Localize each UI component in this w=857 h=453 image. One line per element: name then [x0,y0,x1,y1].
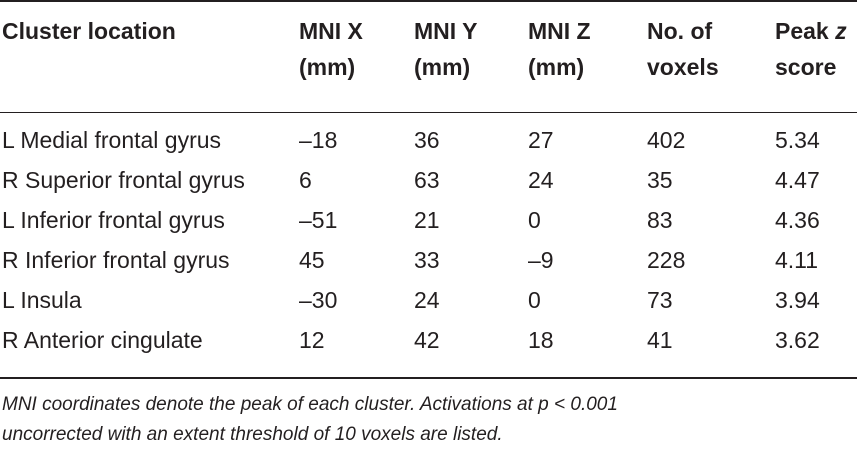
cell-voxel-count: 41 [647,327,673,353]
cell-mni-x: –18 [299,127,338,153]
cell-peak-z: 3.94 [775,287,820,313]
header-label-line2: voxels [647,54,719,80]
cell-mni-z: 24 [528,167,554,193]
footnote-line-2: uncorrected with an extent threshold of … [2,424,503,445]
cell-peak-z: 5.34 [775,127,820,153]
cell-mni-z: 18 [528,327,554,353]
cell-mni-x: 45 [299,247,325,273]
table-bottom-rule [0,377,857,379]
cell-cluster-location: R Anterior cingulate [2,327,203,353]
table-footnote: MNI coordinates denote the peak of each … [2,390,852,450]
cell-cluster-location: R Inferior frontal gyrus [2,247,230,273]
header-voxel-count: No. of voxels [647,13,719,85]
cell-voxel-count: 73 [647,287,673,313]
header-mni-x: MNI X (mm) [299,13,363,85]
cell-mni-x: 6 [299,167,312,193]
cell-voxel-count: 83 [647,207,673,233]
header-label: MNI X [299,18,363,44]
header-peak-z-score: Peak z score [775,13,847,85]
header-mni-z: MNI Z (mm) [528,13,591,85]
header-label: Peak z [775,18,847,44]
cell-mni-y: 33 [414,247,440,273]
header-unit: (mm) [528,54,585,80]
cell-mni-x: 12 [299,327,325,353]
cell-cluster-location: L Medial frontal gyrus [2,127,222,153]
cell-mni-y: 24 [414,287,440,313]
header-label-line2: score [775,54,837,80]
footnote-line-1: MNI coordinates denote the peak of each … [2,394,618,415]
cell-voxel-count: 35 [647,167,673,193]
cell-peak-z: 4.36 [775,207,820,233]
cell-mni-y: 42 [414,327,440,353]
header-label: Cluster location [2,18,176,44]
cell-mni-z: 0 [528,287,541,313]
cell-mni-x: –30 [299,287,338,313]
table-row: R Superior frontal gyrus 6 63 24 35 4.47 [0,160,857,200]
header-cluster-location: Cluster location [2,13,176,49]
cell-peak-z: 4.47 [775,167,820,193]
cell-mni-z: 27 [528,127,554,153]
header-unit: (mm) [414,54,471,80]
cell-mni-y: 63 [414,167,440,193]
cell-peak-z: 4.11 [775,247,819,273]
table-row: L Insula –30 24 0 73 3.94 [0,280,857,320]
cell-mni-y: 21 [414,207,440,233]
header-divider-rule [0,112,857,113]
header-mni-y: MNI Y (mm) [414,13,477,85]
header-label: MNI Y [414,18,478,44]
cell-mni-z: 0 [528,207,541,233]
table-row: R Anterior cingulate 12 42 18 41 3.62 [0,320,857,360]
table-row: L Inferior frontal gyrus –51 21 0 83 4.3… [0,200,857,240]
cell-cluster-location: L Inferior frontal gyrus [2,207,225,233]
header-unit: (mm) [299,54,356,80]
table-row: L Medial frontal gyrus –18 36 27 402 5.3… [0,120,857,160]
cell-mni-z: –9 [528,247,554,273]
header-label: No. of [647,18,713,44]
cell-mni-y: 36 [414,127,440,153]
cell-cluster-location: L Insula [2,287,82,313]
cell-mni-x: –51 [299,207,338,233]
header-label: MNI Z [528,18,591,44]
cell-cluster-location: R Superior frontal gyrus [2,167,245,193]
table-top-rule [0,0,857,2]
cell-voxel-count: 228 [647,247,686,273]
table-row: R Inferior frontal gyrus 45 33 –9 228 4.… [0,240,857,280]
cell-peak-z: 3.62 [775,327,820,353]
cell-voxel-count: 402 [647,127,686,153]
